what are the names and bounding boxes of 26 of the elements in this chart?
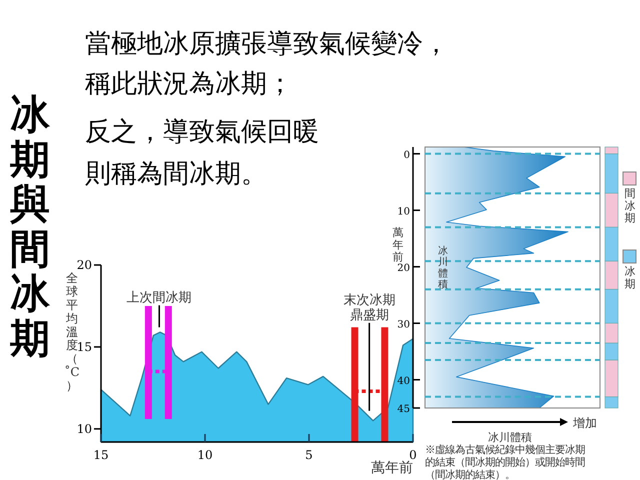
- text: 反之，導致氣候回暖: [85, 117, 319, 147]
- x-axis-title: 冰川體積: [488, 431, 532, 444]
- text: 稱此狀況為冰期；: [85, 69, 293, 99]
- annotation: 冰川體積: [438, 245, 448, 291]
- x-tick-label: 10: [197, 448, 213, 462]
- x-axis-title: 萬年前: [371, 460, 413, 476]
- y-tick-label: 30: [397, 319, 410, 330]
- text: 增加: [572, 416, 597, 430]
- annotation: 末次冰期鼎盛期: [343, 292, 396, 323]
- y-tick-label: 20: [76, 258, 92, 272]
- x-tick-label: 5: [305, 448, 313, 462]
- y-tick-label: 40: [397, 376, 410, 387]
- x-tick-label: 15: [93, 448, 109, 462]
- legend-label: 間冰期: [624, 187, 636, 225]
- y-tick-label: 10: [76, 422, 92, 436]
- y-tick-label: 15: [76, 340, 92, 354]
- y-tick-label: 45: [397, 404, 410, 415]
- y-tick-label: 20: [397, 262, 410, 274]
- y-axis-title: 萬年前: [392, 226, 404, 264]
- text: ※虛線為古氣候紀錄中幾個主要冰期的結束（間冰期的開始）或開始時間（間冰期的結束）。: [425, 444, 585, 480]
- text: 冰期與間冰期: [9, 91, 51, 362]
- text: 當極地冰原擴張導致氣候變冷，: [85, 29, 449, 59]
- annotation: 上次間冰期: [126, 290, 192, 306]
- text: 則稱為間冰期。: [85, 159, 267, 189]
- y-tick-label: 10: [397, 206, 410, 218]
- y-tick-label: 0: [404, 150, 410, 161]
